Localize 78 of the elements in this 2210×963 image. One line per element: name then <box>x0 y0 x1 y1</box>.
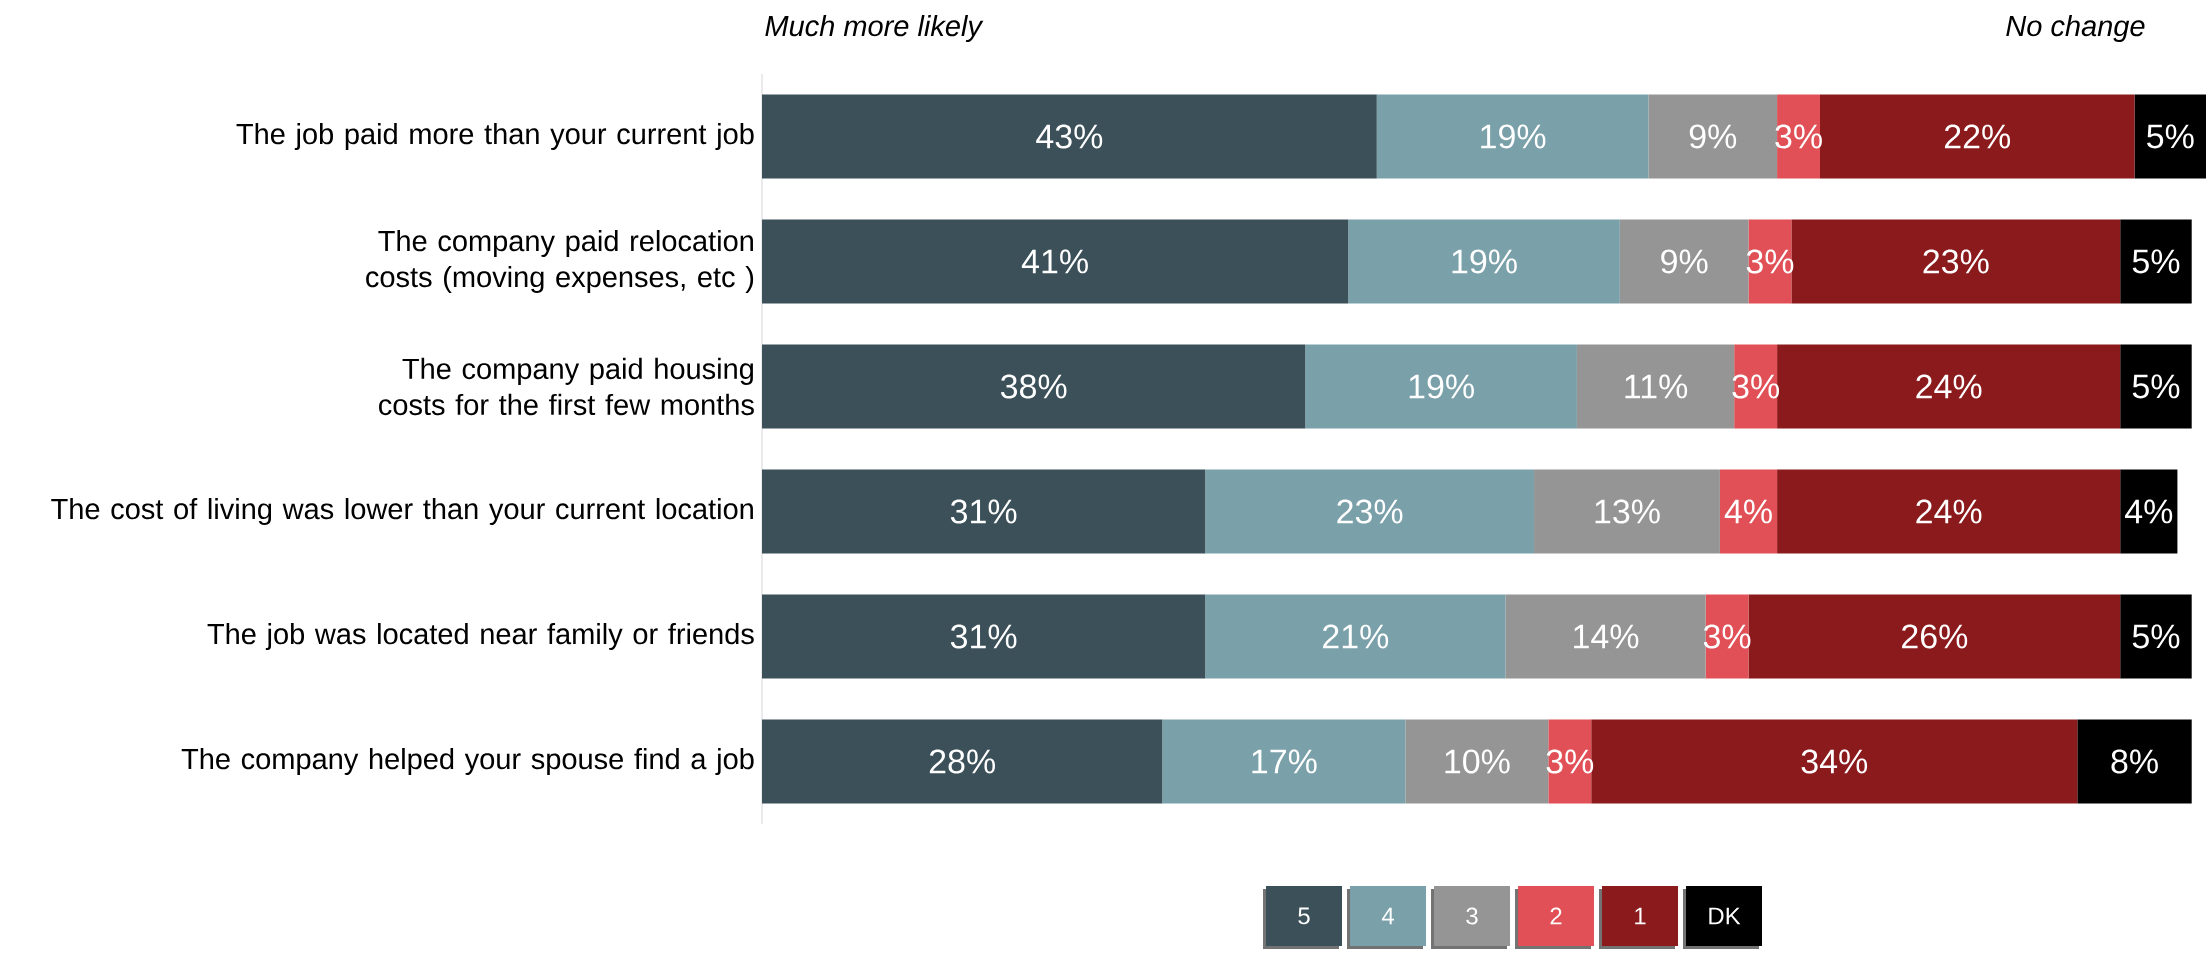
bar <box>762 344 1306 429</box>
bar <box>1591 719 2078 804</box>
bar <box>1505 594 1706 679</box>
bar <box>1777 344 2121 429</box>
bar <box>1534 469 1720 554</box>
text: 3 <box>1466 907 1478 925</box>
data-label: 23% <box>1923 249 1989 274</box>
bar <box>1305 344 1577 429</box>
data-label: 22% <box>1944 124 2011 149</box>
text: Much more likely <box>765 14 984 43</box>
data-label: 5% <box>2132 374 2180 399</box>
bar <box>762 94 1377 179</box>
y-tick-label: The job paid more than your current job <box>236 122 754 151</box>
bar <box>1376 94 1649 179</box>
data-label: 23% <box>1337 499 1403 524</box>
y-tick-label: The company paid relocation costs (moving expenses, etc ) <box>366 229 754 294</box>
bar <box>2120 219 2192 304</box>
data-label: 17% <box>1252 749 1317 774</box>
data-label: 24% <box>1916 499 1982 524</box>
bar <box>1205 594 1506 679</box>
text: 1 <box>1635 907 1646 925</box>
text: 4 <box>1381 907 1394 925</box>
bar <box>1777 469 2121 554</box>
data-label: 5% <box>2132 624 2180 649</box>
y-tick-label: The cost of living was lower than your current location <box>51 497 753 526</box>
bar <box>1734 344 1778 429</box>
data-label: 3% <box>1732 374 1780 399</box>
data-label: 9% <box>1661 249 1708 274</box>
data-label: 5% <box>2147 124 2194 149</box>
data-label: 31% <box>950 624 1017 649</box>
data-label: 41% <box>1021 249 1088 274</box>
text: 5 <box>1298 907 1310 925</box>
y-tick-label: The company helped your spouse find a job <box>181 747 754 776</box>
data-label: 34% <box>1801 749 1868 774</box>
data-label: 8% <box>2111 749 2158 774</box>
bar <box>2077 719 2192 804</box>
data-label: 13% <box>1595 499 1660 524</box>
data-label: 21% <box>1323 624 1389 649</box>
data-label: 26% <box>1902 624 1968 649</box>
data-label: 3% <box>1703 624 1751 649</box>
bar <box>1162 719 1406 804</box>
text: 2 <box>1550 907 1562 925</box>
data-label: 11% <box>1625 374 1688 399</box>
bar <box>1548 719 1592 804</box>
data-label: 5% <box>2132 249 2180 274</box>
bar <box>1777 94 1820 179</box>
data-label: 24% <box>1916 374 1982 399</box>
bar <box>762 719 1163 804</box>
data-label: 14% <box>1574 624 1639 649</box>
bar <box>762 219 1349 304</box>
bar <box>762 594 1206 679</box>
bar <box>2120 469 2178 554</box>
data-label: 31% <box>950 499 1017 524</box>
bar <box>1205 469 1535 554</box>
text: No change <box>2006 14 2145 43</box>
bar <box>2120 594 2192 679</box>
data-label: 43% <box>1036 124 1103 149</box>
bar <box>762 469 1206 554</box>
text: DK <box>1709 907 1741 925</box>
y-tick-label: The job was located near family or friends <box>207 622 754 651</box>
data-label: 38% <box>1000 374 1067 399</box>
bar <box>2134 94 2207 179</box>
data-label: 19% <box>1481 124 1546 149</box>
data-label: 3% <box>1775 124 1822 149</box>
data-label: 10% <box>1445 749 1510 774</box>
data-label: 4% <box>2125 499 2173 524</box>
data-label: 28% <box>929 749 995 774</box>
data-label: 19% <box>1452 249 1517 274</box>
bar <box>1348 219 1620 304</box>
data-label: 4% <box>1724 499 1772 524</box>
data-label: 19% <box>1409 374 1474 399</box>
data-label: 3% <box>1546 749 1594 774</box>
bar <box>1705 594 1749 679</box>
data-label: 9% <box>1689 124 1737 149</box>
bar <box>2120 344 2192 429</box>
bar <box>1719 469 1778 554</box>
data-label: 3% <box>1746 249 1794 274</box>
y-tick-label: The company paid housing costs for the first few months <box>379 357 754 416</box>
